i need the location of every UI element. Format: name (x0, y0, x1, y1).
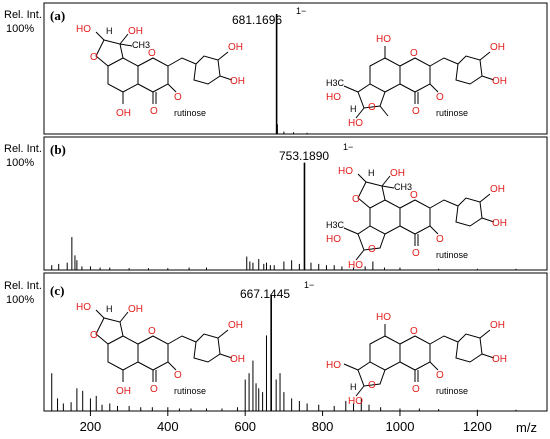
struct-c2-o1: O (410, 326, 418, 337)
struct-b-oh1: OH (390, 168, 405, 179)
x-axis-tick-label: 200 (80, 419, 102, 434)
struct-b-ho: HO (338, 166, 353, 177)
struct-a2-h3c: H3C (326, 78, 345, 88)
panel-c-frame (43, 272, 548, 412)
panel-b-frame (43, 136, 548, 271)
x-axis-tick-label: 800 (312, 419, 334, 434)
struct-a-oh1: OH (128, 26, 143, 37)
struct-a2-o1: O (410, 48, 418, 59)
x-axis-tick-label: 1000 (386, 419, 415, 434)
panel-a-precursor-label: 681.1696 (232, 13, 282, 27)
struct-a2-oh4: HO (348, 118, 363, 129)
panel-b-letter: (b) (50, 142, 66, 157)
struct-b-oh3: OH (492, 218, 507, 229)
struct-c-rutinose: rutinose (174, 386, 206, 396)
struct-a2-oh2: OH (490, 42, 505, 53)
struct-c-o1: O (90, 330, 98, 341)
struct-b-o1: O (352, 194, 360, 205)
struct-c2-co: O (412, 384, 420, 395)
struct-a-oh3: OH (230, 76, 245, 87)
panel-c-charge: 1− (304, 280, 314, 290)
struct-a2-o3: O (436, 92, 444, 103)
struct-b-ho3: HO (348, 260, 363, 271)
struct-a-rutinose: rutinose (174, 108, 206, 118)
struct-b-ch3: CH3 (394, 182, 412, 192)
peaks-layer (51, 14, 517, 411)
struct-a-o1: O (90, 52, 98, 63)
panel-c-precursor-label: 667.1445 (240, 287, 290, 301)
struct-a-ch3: CH3 (132, 40, 150, 50)
struct-b-co: O (412, 248, 420, 259)
struct-b-oh2: OH (490, 184, 505, 195)
panel-c-ylabel: Rel. Int. (4, 280, 42, 292)
panel-c-letter: (c) (50, 283, 64, 298)
x-axis: 200 400 600 800 1000 1200 (80, 411, 492, 434)
struct-c-co: O (150, 384, 158, 395)
struct-a2-oh-top: HO (376, 34, 391, 45)
panel-a-frame (43, 2, 548, 135)
panel-a-ylabel: Rel. Int. (4, 9, 42, 21)
struct-c-o3: O (174, 370, 182, 381)
panel-b-precursor-label: 753.1890 (279, 149, 329, 163)
structure-c-left: HO H OH O O OH OH OH O O rutinose (76, 302, 245, 397)
x-axis-label: m/z (516, 420, 537, 435)
struct-b-o3: O (436, 234, 444, 245)
struct-b-o4: O (368, 244, 376, 255)
struct-a-o3: O (174, 92, 182, 103)
struct-c2-o2: O (368, 380, 376, 391)
structure-a-left: HO H OH CH3 O O OH OH OH O O rutinose (76, 24, 245, 119)
struct-c-oh5: OH (116, 386, 131, 397)
struct-a-oh2: OH (228, 42, 243, 53)
struct-a-o2: O (148, 48, 156, 59)
struct-b-h: H (368, 168, 375, 178)
struct-a-co: O (150, 106, 158, 117)
struct-c-oh1: OH (128, 304, 143, 315)
struct-c2-ho: HO (326, 360, 341, 371)
struct-a-h: H (106, 26, 113, 36)
struct-b-rutinose: rutinose (436, 250, 468, 260)
struct-c-ho: HO (76, 302, 91, 313)
struct-a2-oh3: OH (492, 76, 507, 87)
panel-a-ylabel-pct: 100% (6, 23, 34, 35)
x-axis-tick-label: 1200 (463, 419, 492, 434)
struct-b-h3c: H3C (326, 220, 345, 230)
struct-c2-rutinose: rutinose (436, 386, 468, 396)
panel-b-ylabel-pct: 100% (6, 157, 34, 169)
x-axis-tick-label: 400 (157, 419, 179, 434)
struct-a2-ho: HO (326, 92, 341, 103)
struct-c2-ho-top: HO (376, 312, 391, 323)
panel-b-charge: 1− (343, 142, 353, 152)
struct-c2-o3: O (436, 370, 444, 381)
struct-c-oh2: OH (228, 320, 243, 331)
struct-a-oh5: OH (116, 108, 131, 119)
panel-a-letter: (a) (50, 8, 65, 23)
struct-a2-rutinose: rutinose (436, 108, 468, 118)
struct-c-oh3: OH (230, 354, 245, 365)
panel-a-charge: 1− (296, 6, 306, 16)
panel-b-ylabel: Rel. Int. (4, 143, 42, 155)
struct-b-o2: O (410, 190, 418, 201)
struct-b-ho2: HO (326, 234, 341, 245)
structure-c-right: HO O OH OH HO H O HO O O rutinose (326, 312, 507, 407)
x-axis-tick-label: 600 (234, 419, 256, 434)
struct-a2-o2: O (368, 102, 376, 113)
structure-b: HO H OH CH3 O O OH OH H3C HO O HO O O ru… (326, 166, 507, 271)
panel-c-ylabel-pct: 100% (6, 294, 34, 306)
struct-c2-oh3: OH (492, 354, 507, 365)
struct-c2-ho2: HO (348, 396, 363, 407)
struct-a-ho: HO (76, 24, 91, 35)
struct-c-h: H (106, 304, 113, 314)
struct-c2-h: H (350, 382, 357, 392)
struct-c2-oh2: OH (490, 320, 505, 331)
struct-a2-co: O (412, 106, 420, 117)
struct-a2-h: H (350, 104, 357, 114)
struct-c-o2: O (148, 326, 156, 337)
structure-a-right: HO O OH OH H3C HO H O HO O O rutinose (326, 34, 507, 129)
